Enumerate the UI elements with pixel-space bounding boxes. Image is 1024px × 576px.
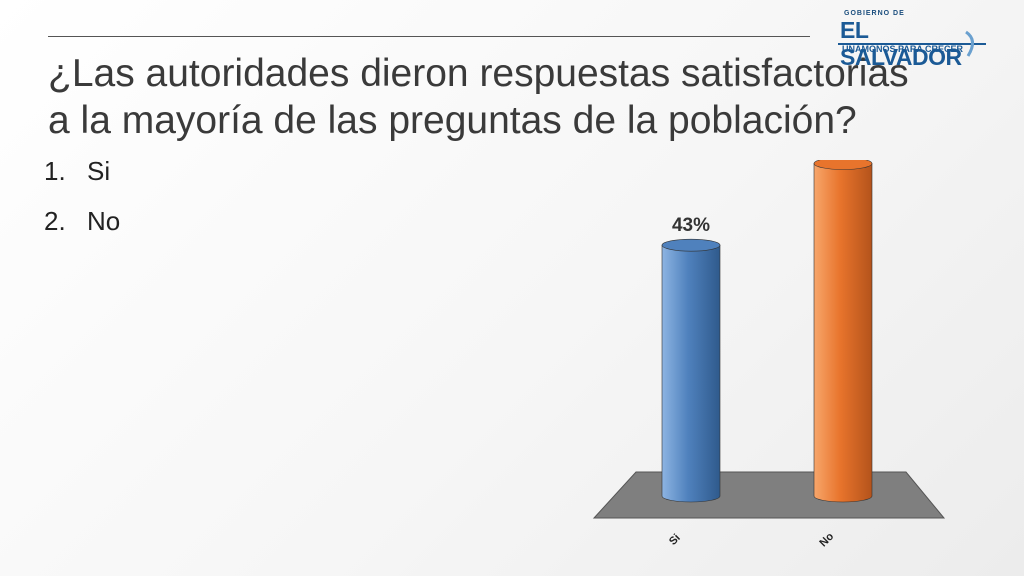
x-tick-label: No: [817, 530, 836, 549]
logo-tagline: UNÁMONOS PARA CRECER: [842, 44, 964, 54]
option-number: 2.: [44, 206, 66, 236]
bar-body: [813, 163, 873, 503]
bar-chart: 43%Si57%No: [592, 160, 946, 549]
option-item: 1. Si: [44, 156, 120, 206]
logo-main-text: EL SALVADOR: [840, 17, 962, 70]
slide-title: ¿Las autoridades dieron respuestas satis…: [48, 52, 909, 142]
logo-wave-icon: [965, 30, 974, 57]
data-label: 43%: [672, 215, 710, 236]
option-label: Si: [87, 156, 111, 186]
option-number: 1.: [44, 156, 66, 186]
logo-bar: [838, 43, 986, 45]
bar-cap: [661, 238, 721, 252]
title-rule: [48, 36, 810, 37]
option-item: 2. No: [44, 206, 120, 256]
chart-floor: [592, 471, 946, 519]
bar-body: [661, 244, 721, 503]
option-label: No: [87, 206, 121, 236]
bar-cap: [813, 160, 873, 170]
logo-small-text: GOBIERNO DE: [844, 10, 905, 17]
answer-options: 1. Si 2. No: [44, 156, 120, 256]
el-salvador-logo: GOBIERNO DE EL SALVADOR UNÁMONOS PARA CR…: [838, 10, 988, 70]
bar-si: [661, 238, 721, 503]
x-tick-label: Si: [667, 532, 683, 548]
bar-no: [813, 160, 873, 503]
